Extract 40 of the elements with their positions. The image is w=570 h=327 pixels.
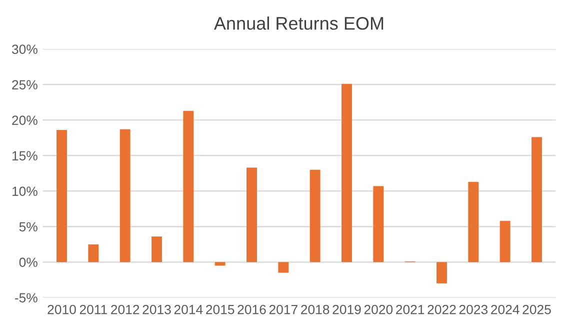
bar <box>310 170 320 262</box>
x-tick-label: 2013 <box>142 304 171 314</box>
x-tick-label: 2024 <box>491 304 520 314</box>
x-tick-label: 2014 <box>174 304 203 314</box>
x-tick-label: 2018 <box>301 304 330 314</box>
bar <box>88 244 99 262</box>
y-tick-label: 15% <box>12 151 38 160</box>
bar <box>120 129 130 262</box>
x-tick-label: 2023 <box>459 304 488 314</box>
bar <box>342 84 352 262</box>
x-tick-label: 2020 <box>364 304 393 314</box>
bar <box>468 182 479 262</box>
bar <box>56 130 67 262</box>
y-tick-label: 20% <box>12 116 38 125</box>
y-tick-label: 30% <box>12 44 38 54</box>
x-tick-label: 2017 <box>269 304 298 314</box>
y-tick-label: 5% <box>19 222 38 232</box>
bar <box>500 220 510 262</box>
bar <box>183 110 194 262</box>
bar <box>152 236 162 262</box>
x-tick-label: 2021 <box>396 304 424 314</box>
y-tick-label: 25% <box>12 80 38 90</box>
chart-title: Annual Returns EOM <box>214 16 384 30</box>
bar <box>278 262 289 273</box>
bar <box>214 262 226 266</box>
x-tick-label: 2019 <box>332 304 361 314</box>
x-tick-label: 2015 <box>206 304 234 314</box>
x-tick-label: 2012 <box>111 304 140 314</box>
x-tick-label: 2010 <box>48 304 76 314</box>
y-tick-label: 0% <box>19 258 38 267</box>
x-tick-label: 2022 <box>428 304 456 314</box>
x-tick-label: 2016 <box>238 304 266 314</box>
bar <box>436 262 447 284</box>
y-tick-label: -5% <box>15 293 38 302</box>
bar <box>532 137 542 262</box>
x-tick-label: 2025 <box>522 304 551 314</box>
y-tick-label: 10% <box>12 186 38 196</box>
x-tick-label: 2011 <box>80 304 107 314</box>
bar <box>246 168 257 262</box>
bar <box>373 186 384 262</box>
